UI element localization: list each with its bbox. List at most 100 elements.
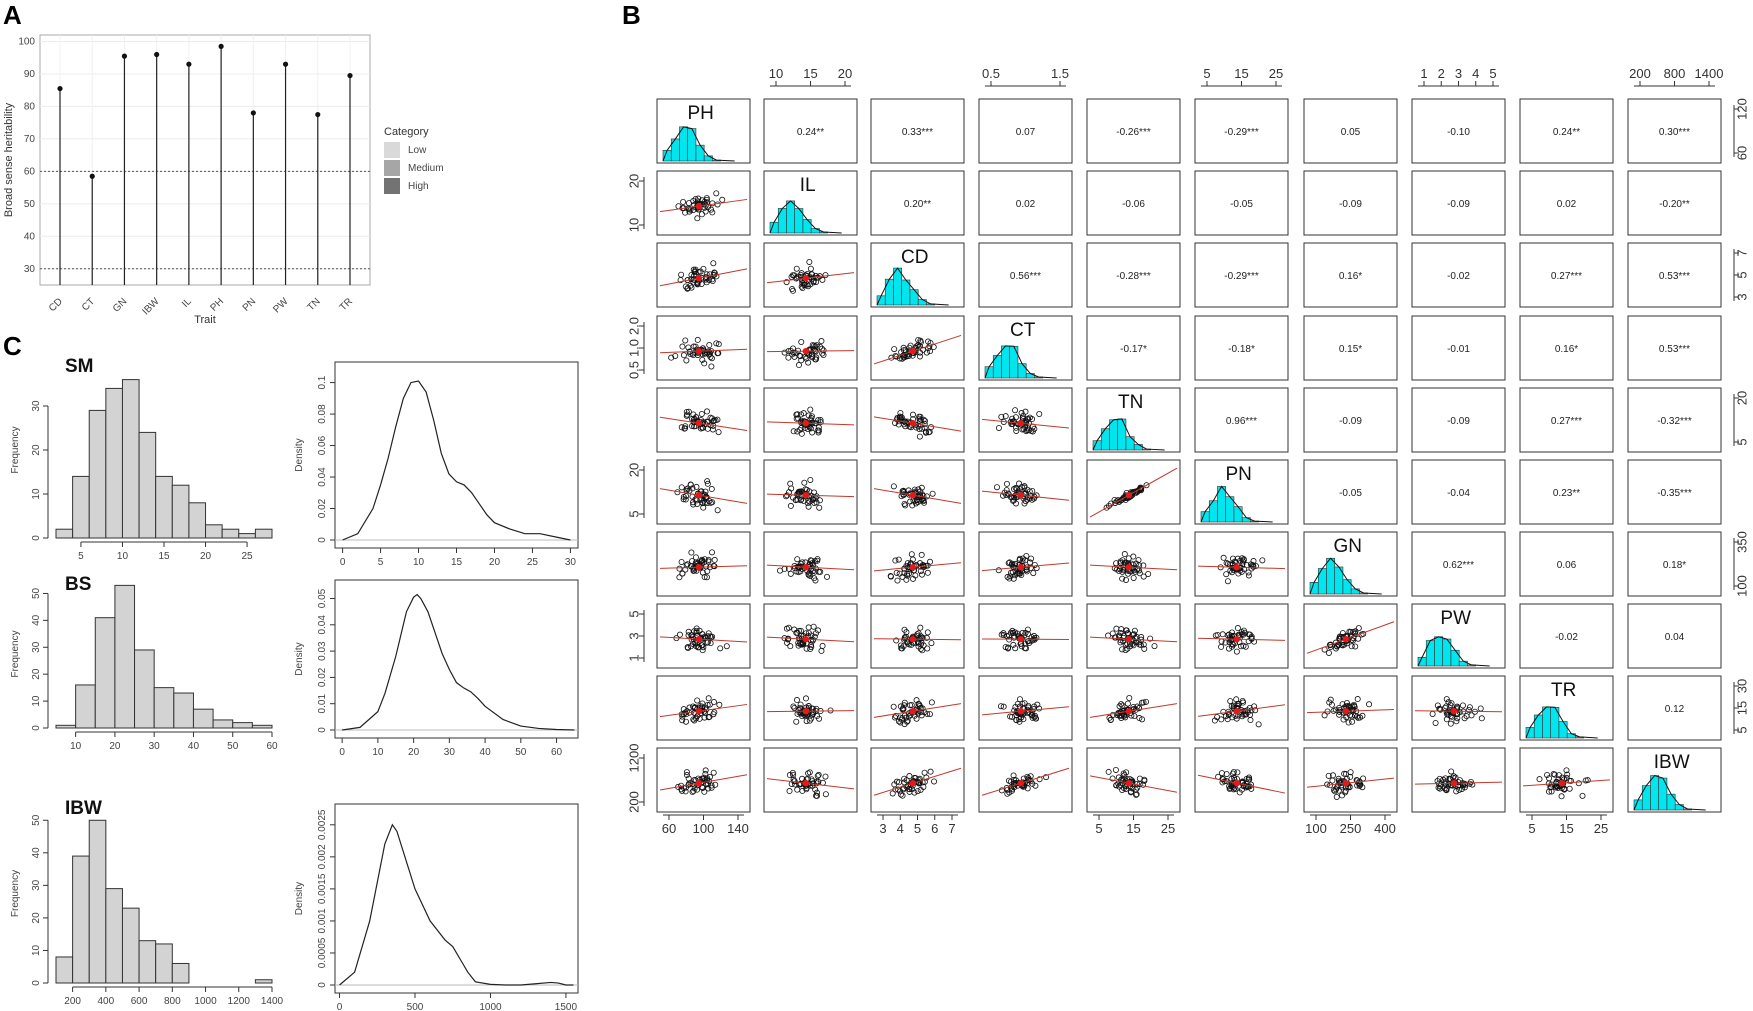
fit-line <box>981 767 1070 796</box>
scatter-point <box>698 410 705 417</box>
scatter-point <box>808 413 815 420</box>
cell-cd-ibw: 0.53*** <box>1627 242 1722 308</box>
correlation-tn-pw: -0.09 <box>1447 416 1470 427</box>
lollipop-marks <box>57 43 353 285</box>
legend-swatch-low <box>384 142 400 158</box>
x-tick-label-ct: CT <box>80 296 97 313</box>
cell-gn-tn <box>1086 531 1181 597</box>
scatter-point <box>916 425 923 432</box>
y-tick-label: 90 <box>24 69 36 80</box>
correlation-ph-cd: 0.33*** <box>902 127 933 138</box>
scatter-point <box>789 769 796 776</box>
scatter-point <box>1131 705 1138 712</box>
correlation-pw-ibw: 0.04 <box>1665 632 1685 643</box>
mean-point <box>802 780 810 787</box>
cell-frame <box>1086 98 1181 164</box>
scatter-point <box>691 717 698 724</box>
scatter-point <box>1024 785 1031 792</box>
axis-tick-label: 5 <box>914 821 921 836</box>
x-tick-label: 200 <box>64 996 81 1007</box>
scatter-point <box>1030 570 1037 577</box>
scatter-point <box>813 499 820 506</box>
scatter-point <box>693 629 700 636</box>
cell-pw-tr: -0.02 <box>1519 603 1614 669</box>
scatter-point <box>708 486 715 493</box>
cell-gn-cd <box>870 531 965 597</box>
scatter-point <box>897 791 904 798</box>
cell-gn-ct <box>978 531 1073 597</box>
scatter-point <box>715 341 722 348</box>
scatter-point <box>928 699 935 706</box>
cell-il-il: IL <box>763 170 858 236</box>
scatter-point <box>1120 567 1127 574</box>
scatter-point <box>908 786 915 793</box>
cell-il-gn: -0.09 <box>1303 170 1398 236</box>
scatter-point <box>919 705 926 712</box>
scatter-point <box>1140 699 1147 706</box>
scatter-point <box>1564 771 1571 778</box>
fit-line <box>766 350 855 353</box>
mean-point <box>695 348 703 355</box>
scatter-point <box>1355 635 1362 642</box>
y-tick-label: 0 <box>31 535 42 541</box>
axis-tick-label: 25 <box>1269 66 1283 81</box>
scatter-point <box>687 481 694 488</box>
scatter-point <box>1139 716 1146 723</box>
scatter-point <box>894 577 901 584</box>
point-il <box>186 61 192 67</box>
scatter-point <box>1029 496 1036 503</box>
cell-frame <box>978 98 1073 164</box>
axis-tick-label: 100 <box>693 821 715 836</box>
mean-point <box>1233 636 1241 643</box>
correlation-cd-ct: 0.56*** <box>1010 271 1041 282</box>
cell-gn-ph <box>656 531 751 597</box>
scatter-point <box>1348 703 1355 710</box>
mean-point <box>1233 708 1241 715</box>
scatter-point <box>716 701 723 708</box>
panel-c-distributions: SM 0 10 20 30 5 10 15 20 25 Frequency 0 0.02 0.04 0.06… <box>10 356 579 1011</box>
scatter-point <box>699 197 706 204</box>
scatter-point <box>1124 630 1131 637</box>
scatter-point <box>1544 771 1551 778</box>
scatter-point <box>1229 555 1236 562</box>
fit-line <box>1197 637 1286 641</box>
scatter-point <box>814 773 821 780</box>
scatter-point <box>893 637 900 644</box>
scatter-point <box>818 338 825 345</box>
scatter-point <box>817 417 824 424</box>
histogram-bar <box>72 855 90 984</box>
scatter-point <box>1011 776 1018 783</box>
histogram-bar <box>188 502 207 539</box>
cell-pw-cd <box>870 603 965 669</box>
scatter-point <box>1132 488 1139 495</box>
x-tick-label-cd: CD <box>47 296 65 314</box>
cell-frame <box>1194 675 1289 741</box>
point-tr <box>347 72 353 79</box>
scatter-point <box>799 641 806 648</box>
fit-line <box>659 703 748 718</box>
scatter-point <box>1211 717 1218 724</box>
cell-tn-cd <box>870 387 965 453</box>
axis-tick-label: 1400 <box>1695 66 1724 81</box>
scatter-point <box>1016 716 1023 723</box>
scatter-point <box>694 697 701 704</box>
scatter-point <box>995 567 1002 574</box>
histogram-bar <box>777 208 787 234</box>
point-gn <box>121 53 128 59</box>
cell-ph-pn: -0.29*** <box>1194 98 1289 164</box>
y-tick-label: 0 <box>31 725 42 731</box>
scatter-point <box>1579 792 1586 799</box>
scatter-point <box>1563 767 1570 774</box>
scatter-point <box>1000 703 1007 710</box>
mean-point <box>802 564 810 571</box>
scatter-point <box>897 719 904 726</box>
scatter-point <box>1143 482 1150 489</box>
scatter-point <box>694 280 701 287</box>
cell-pn-tr: 0.23** <box>1519 459 1614 525</box>
scatter-point <box>690 788 697 795</box>
cell-frame <box>1086 170 1181 236</box>
axis-tick-label: 1 <box>626 654 641 661</box>
fit-line <box>873 638 962 641</box>
top-axis-ct: 0.5 1.5 <box>982 66 1069 87</box>
scatter-point <box>812 272 819 279</box>
